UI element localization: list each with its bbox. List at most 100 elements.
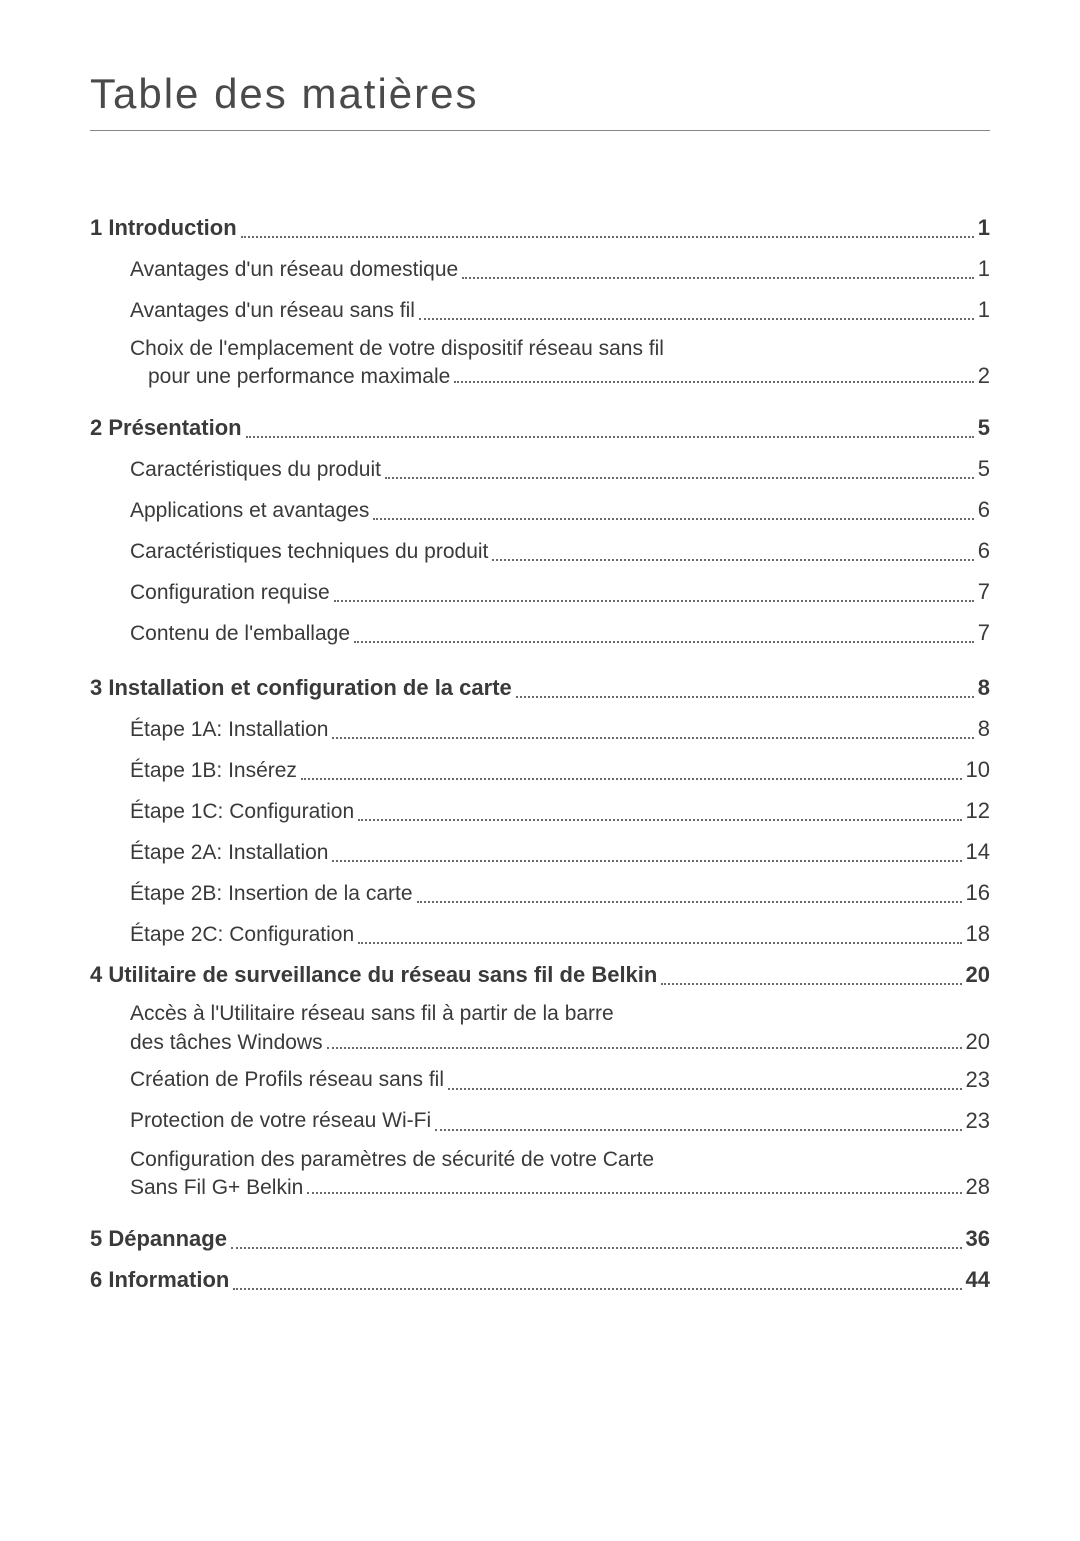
toc-text: Protection de votre réseau Wi-Fi: [130, 1105, 431, 1137]
toc-page-number: 1: [978, 293, 990, 326]
toc-text: 4 Utilitaire de surveillance du réseau s…: [90, 958, 657, 991]
toc-page-number: 23: [966, 1104, 990, 1137]
toc-page-number: 16: [966, 876, 990, 909]
toc-page-number: 14: [966, 835, 990, 868]
toc-page-number: 18: [966, 917, 990, 950]
table-of-contents: 1 Introduction1Avantages d'un réseau dom…: [90, 211, 990, 1296]
toc-leader-dots: [419, 318, 974, 320]
toc-leader-dots: [301, 778, 962, 780]
toc-text: Étape 1A: Installation: [130, 714, 328, 746]
toc-leader-dots: [417, 901, 962, 903]
toc-text: pour une performance maximale: [148, 365, 450, 389]
toc-text: Caractéristiques du produit: [130, 454, 381, 486]
toc-sub-entry: Contenu de l'emballage 7: [90, 616, 990, 649]
toc-sub-entry: Caractéristiques du produit 5: [90, 452, 990, 485]
toc-sub-entry: Choix de l'emplacement de votre disposit…: [90, 334, 990, 389]
page-title: Table des matières: [90, 70, 990, 131]
toc-leader-dots: [373, 518, 973, 520]
toc-sub-entry: Configuration des paramètres de sécurité…: [90, 1145, 990, 1200]
toc-page-number: 44: [966, 1263, 990, 1296]
toc-text: Choix de l'emplacement de votre disposit…: [130, 334, 990, 363]
toc-sub-entry: Configuration requise 7: [90, 575, 990, 608]
toc-leader-dots: [454, 381, 973, 383]
toc-section-entry: 3 Installation et configuration de la ca…: [90, 671, 990, 704]
toc-leader-dots: [233, 1288, 961, 1290]
toc-text: Étape 2A: Installation: [130, 837, 328, 869]
toc-page-number: 28: [966, 1174, 990, 1200]
toc-sub-entry: Création de Profils réseau sans fil 23: [90, 1063, 990, 1096]
toc-text: Étape 2C: Configuration: [130, 919, 354, 951]
toc-page-number: 7: [978, 575, 990, 608]
toc-page-number: 20: [966, 1029, 990, 1055]
toc-page-number: 36: [966, 1222, 990, 1255]
toc-sub-entry: Accès à l'Utilitaire réseau sans fil à p…: [90, 999, 990, 1054]
toc-page-number: 5: [978, 411, 990, 444]
toc-section-entry: 4 Utilitaire de surveillance du réseau s…: [90, 958, 990, 991]
toc-text: 6 Information: [90, 1263, 229, 1296]
toc-spacer: [90, 657, 990, 671]
toc-sub-entry: Avantages d'un réseau sans fil 1: [90, 293, 990, 326]
toc-page-number: 23: [966, 1063, 990, 1096]
toc-page-number: 10: [966, 753, 990, 786]
toc-page-number: 8: [978, 712, 990, 745]
toc-leader-dots: [516, 696, 974, 698]
toc-page-number: 2: [978, 363, 990, 389]
toc-leader-dots: [354, 641, 974, 643]
toc-page-number: 7: [978, 616, 990, 649]
toc-sub-entry: Avantages d'un réseau domestique 1: [90, 252, 990, 285]
toc-sub-entry: Caractéristiques techniques du produit 6: [90, 534, 990, 567]
toc-sub-entry: Protection de votre réseau Wi-Fi 23: [90, 1104, 990, 1137]
toc-sub-entry: Étape 1A: Installation 8: [90, 712, 990, 745]
toc-spacer: [90, 397, 990, 411]
toc-page-number: 1: [978, 252, 990, 285]
toc-text: Configuration des paramètres de sécurité…: [130, 1145, 990, 1174]
toc-text: Étape 2B: Insertion de la carte: [130, 878, 413, 910]
toc-text: Accès à l'Utilitaire réseau sans fil à p…: [130, 999, 990, 1028]
toc-text: Avantages d'un réseau sans fil: [130, 295, 415, 327]
toc-text: Étape 1C: Configuration: [130, 796, 354, 828]
toc-text: Caractéristiques techniques du produit: [130, 536, 488, 568]
toc-leader-dots: [332, 860, 961, 862]
toc-page-number: 6: [978, 534, 990, 567]
toc-leader-dots: [358, 942, 961, 944]
toc-section-entry: 6 Information 44: [90, 1263, 990, 1296]
toc-text: Contenu de l'emballage: [130, 618, 350, 650]
toc-sub-entry: Applications et avantages6: [90, 493, 990, 526]
toc-sub-entry: Étape 1B: Insérez 10: [90, 753, 990, 786]
toc-leader-dots: [307, 1192, 961, 1194]
toc-leader-dots: [358, 819, 961, 821]
toc-text: 1 Introduction: [90, 211, 237, 244]
toc-text: Configuration requise: [130, 577, 330, 609]
toc-spacer: [90, 1208, 990, 1222]
toc-sub-entry: Étape 2C: Configuration 18: [90, 917, 990, 950]
toc-text: Création de Profils réseau sans fil: [130, 1064, 444, 1096]
toc-text: Applications et avantages: [130, 495, 369, 527]
toc-text: des tâches Windows: [130, 1031, 323, 1055]
toc-section-entry: 1 Introduction 1: [90, 211, 990, 244]
toc-leader-dots: [231, 1247, 962, 1249]
toc-text: Avantages d'un réseau domestique: [130, 254, 458, 286]
toc-page-number: 1: [978, 211, 990, 244]
toc-leader-dots: [462, 277, 974, 279]
toc-leader-dots: [448, 1088, 962, 1090]
toc-sub-entry: Étape 1C: Configuration 12: [90, 794, 990, 827]
toc-leader-dots: [435, 1129, 961, 1131]
toc-leader-dots: [327, 1047, 962, 1049]
toc-page-number: 5: [978, 452, 990, 485]
toc-leader-dots: [246, 436, 974, 438]
toc-text: Étape 1B: Insérez: [130, 755, 297, 787]
toc-leader-dots: [332, 737, 973, 739]
toc-leader-dots: [661, 983, 961, 985]
toc-page-number: 8: [978, 671, 990, 704]
toc-text: Sans Fil G+ Belkin: [130, 1176, 303, 1200]
toc-leader-dots: [241, 236, 974, 238]
toc-leader-dots: [492, 559, 973, 561]
toc-page-number: 12: [966, 794, 990, 827]
toc-page-number: 20: [966, 958, 990, 991]
toc-sub-entry: Étape 2A: Installation 14: [90, 835, 990, 868]
toc-sub-entry: Étape 2B: Insertion de la carte 16: [90, 876, 990, 909]
toc-text: 5 Dépannage: [90, 1222, 227, 1255]
toc-section-entry: 5 Dépannage 36: [90, 1222, 990, 1255]
toc-text: 2 Présentation: [90, 411, 242, 444]
toc-leader-dots: [385, 477, 974, 479]
